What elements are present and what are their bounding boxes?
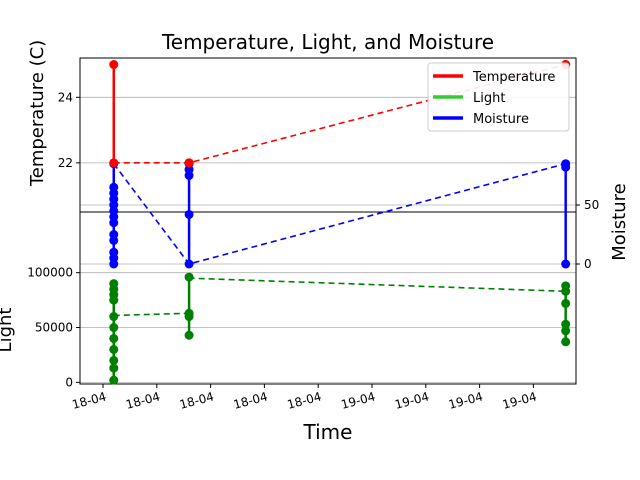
temperature-point-1-1 — [184, 158, 194, 168]
light-point-0-9 — [109, 363, 119, 373]
xtick-label-5: 19-04 — [339, 389, 376, 412]
light-point-0-3 — [109, 295, 119, 305]
light-point-0-5 — [109, 323, 119, 333]
y-axis-label-temperature: Temperature (C) — [27, 40, 48, 187]
moisture-point-1-4 — [184, 259, 194, 269]
legend-label-temperature: Temperature — [472, 70, 555, 85]
moisture-point-1-2 — [184, 171, 194, 180]
light-point-0-4 — [109, 312, 119, 322]
moisture-ytick-label-0: 0 — [584, 257, 592, 271]
light-ytick-label-0: 0 — [65, 375, 73, 389]
xtick-label-2: 18-04 — [178, 389, 215, 412]
legend-box — [427, 62, 570, 132]
moisture-ytick-label-1: 50 — [584, 198, 599, 212]
y-axis-label-moisture: Moisture — [609, 183, 630, 260]
xtick-label-7: 19-04 — [447, 389, 484, 412]
legend-label-moisture: Moisture — [473, 112, 529, 127]
moisture-point-0-9 — [109, 235, 119, 245]
xtick-label-0: 18-04 — [70, 389, 107, 412]
light-point-2-5 — [561, 337, 571, 347]
tick-layer: 22 24 0 50000 100000 0 50 18-04 18-04 18-04 18-04 1… — [27, 90, 599, 412]
light-ytick-label-2: 100000 — [27, 266, 73, 280]
light-point-1-3 — [184, 330, 194, 340]
light-point-0-10 — [109, 375, 119, 385]
grid-layer — [80, 96, 576, 383]
xtick-label-3: 18-04 — [232, 389, 269, 412]
light-ytick-label-1: 50000 — [35, 321, 73, 335]
y-axis-label-light: Light — [0, 308, 16, 353]
x-axis-label: Time — [303, 420, 353, 444]
temperature-ytick-label-1: 24 — [58, 90, 73, 104]
light-trend-line — [113, 277, 566, 317]
xtick-label-4: 18-04 — [286, 389, 323, 412]
temperature-ytick-label-0: 22 — [58, 156, 73, 170]
moisture-trend-line — [113, 162, 566, 265]
light-point-0-6 — [109, 333, 119, 343]
light-point-0-8 — [109, 355, 119, 365]
moisture-point-0-12 — [109, 259, 119, 269]
light-point-2-2 — [561, 298, 571, 308]
light-point-2-1 — [561, 286, 571, 296]
moisture-point-2-2 — [561, 259, 571, 269]
data-layer — [109, 60, 571, 385]
light-point-1-0 — [184, 272, 194, 282]
moisture-point-2-1 — [561, 162, 571, 172]
legend-label-light: Light — [473, 91, 505, 106]
moisture-point-0-7 — [109, 218, 119, 228]
light-point-2-3 — [561, 319, 571, 329]
light-point-0-7 — [109, 344, 119, 354]
xtick-label-8: 19-04 — [501, 389, 538, 412]
legend: Temperature Light Moisture — [427, 62, 570, 132]
lower-axes-frame — [79, 211, 577, 385]
light-point-2-4 — [561, 326, 571, 336]
chart-title: Temperature, Light, and Moisture — [161, 30, 494, 54]
moisture-point-1-3 — [184, 209, 194, 219]
xtick-label-1: 18-04 — [124, 389, 161, 412]
light-point-1-2 — [184, 312, 194, 322]
xtick-label-6: 19-04 — [393, 389, 430, 412]
temperature-point-0-0 — [109, 60, 119, 70]
axes-spines — [79, 57, 577, 385]
temperature-point-0-1 — [109, 158, 119, 168]
